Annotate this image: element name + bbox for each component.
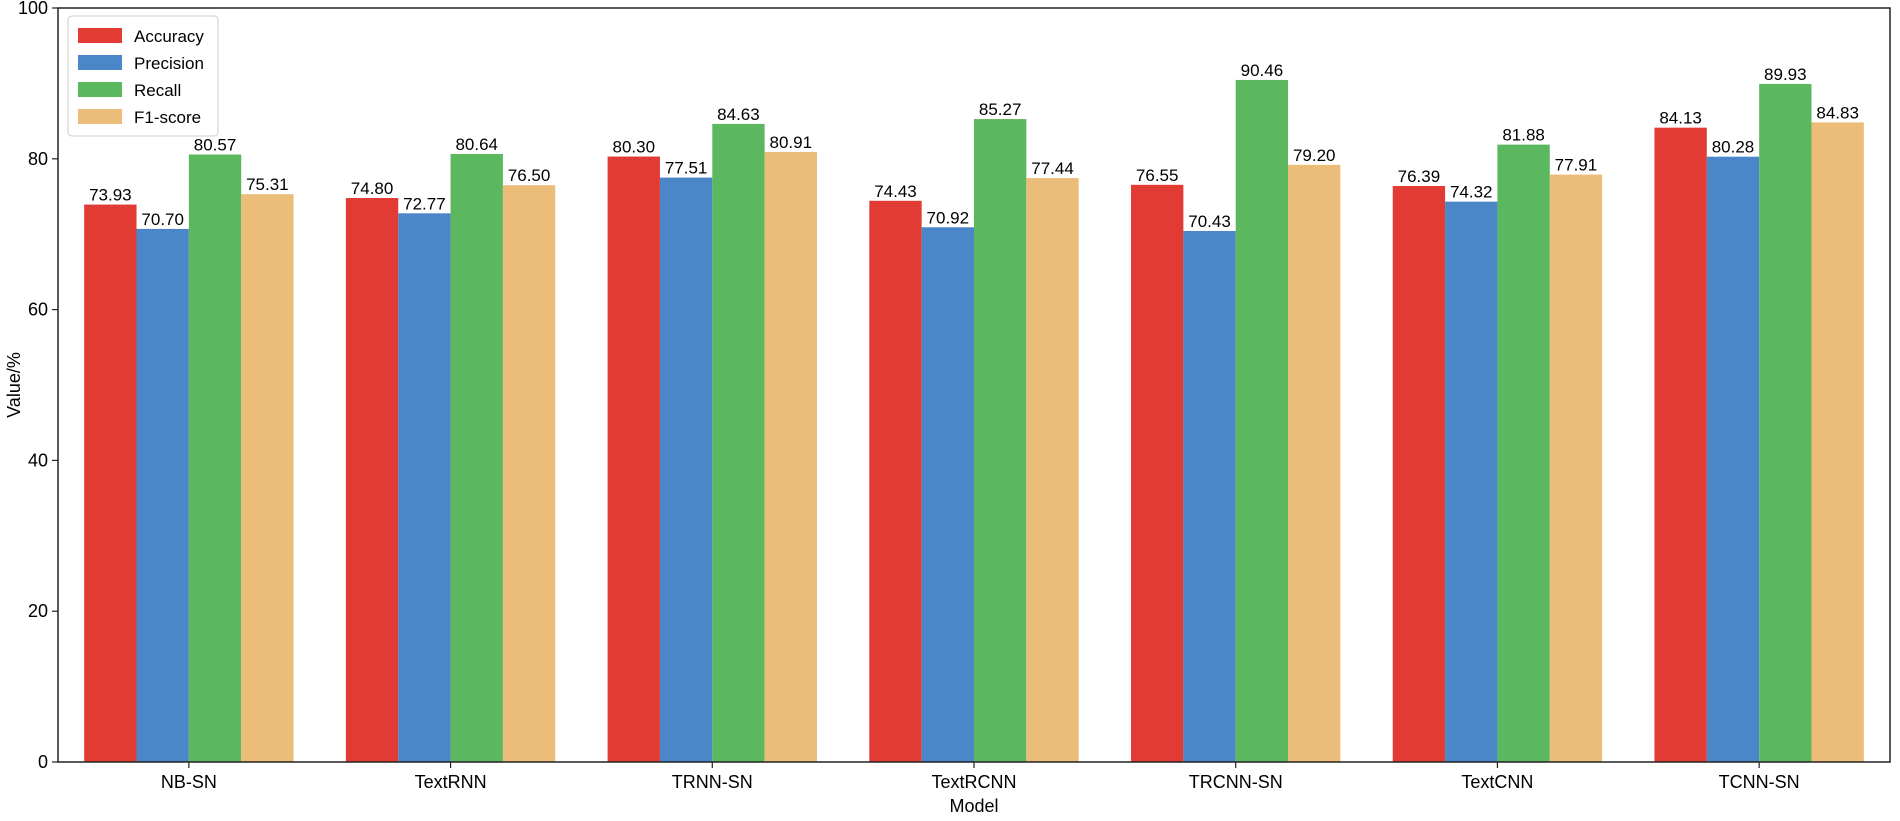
bar-precision: [921, 227, 974, 763]
bar-precision: [1445, 201, 1498, 762]
bar-precision: [659, 177, 713, 763]
y-tick-label: 40: [28, 450, 48, 470]
bar-precision: [1706, 156, 1760, 763]
data-label: 77.91: [1555, 156, 1598, 175]
x-tick-label: TRCNN-SN: [1189, 772, 1283, 792]
data-label: 85.27: [979, 100, 1022, 119]
bar-recall: [188, 154, 242, 762]
y-tick-label: 80: [28, 149, 48, 169]
bar-recall: [712, 123, 765, 763]
data-label: 84.83: [1816, 103, 1859, 122]
bar-precision: [136, 228, 189, 762]
bar-recall: [1759, 83, 1812, 763]
data-label: 74.80: [351, 179, 394, 198]
data-label: 73.93: [89, 186, 132, 205]
legend-swatch: [78, 55, 122, 70]
data-label: 75.31: [246, 175, 289, 194]
data-label: 84.13: [1659, 109, 1702, 128]
legend: Accuracy Precision Recall F1-score: [67, 15, 219, 137]
bar-recall: [1235, 79, 1289, 763]
legend-box: [67, 15, 219, 137]
bar-f1-score: [241, 194, 294, 762]
bar-recall: [1497, 144, 1550, 762]
data-label: 70.92: [927, 208, 970, 227]
data-label: 80.28: [1712, 138, 1755, 157]
legend-label: F1-score: [134, 108, 201, 127]
bar-f1-score: [764, 151, 817, 762]
x-tick-label: TRNN-SN: [672, 772, 753, 792]
bar-precision: [398, 213, 451, 762]
data-label: 80.30: [612, 138, 655, 157]
y-axis: 0 20 40 60 80 100: [18, 0, 58, 772]
bar-f1-score: [1811, 122, 1864, 763]
x-axis-title: Model: [949, 796, 998, 816]
bar-accuracy: [1131, 184, 1184, 763]
x-tick-label: TCNN-SN: [1719, 772, 1800, 792]
x-tick-label: TextCNN: [1461, 772, 1533, 792]
y-tick-label: 100: [18, 0, 48, 18]
data-label: 72.77: [403, 194, 446, 213]
bars-group: [84, 79, 1864, 763]
x-tick-label: NB-SN: [161, 772, 217, 792]
data-label: 77.44: [1031, 159, 1074, 178]
data-label: 81.88: [1502, 126, 1545, 145]
bar-accuracy: [1392, 186, 1446, 762]
legend-swatch: [78, 109, 122, 124]
data-label: 80.91: [770, 133, 813, 152]
data-label: 70.43: [1188, 212, 1231, 231]
data-label: 74.32: [1450, 183, 1493, 202]
legend-label: Precision: [134, 54, 204, 73]
bar-f1-score: [1026, 178, 1079, 762]
y-tick-label: 0: [38, 752, 48, 772]
bar-recall: [450, 153, 503, 763]
x-tick-label: TextRNN: [415, 772, 487, 792]
data-label: 76.55: [1136, 166, 1179, 185]
data-labels-group: 73.93 70.70 80.57 75.31 74.80 72.77 80.64 76.50…: [89, 61, 1859, 231]
data-label: 89.93: [1764, 65, 1807, 84]
data-label: 90.46: [1241, 61, 1284, 80]
data-label: 80.64: [455, 135, 498, 154]
bar-accuracy: [84, 204, 137, 762]
bar-accuracy: [1654, 127, 1707, 763]
y-axis-title: Value/%: [4, 352, 24, 418]
legend-label: Accuracy: [134, 27, 204, 46]
legend-label: Recall: [134, 81, 181, 100]
legend-swatch: [78, 82, 122, 97]
bar-accuracy: [345, 198, 399, 762]
x-tick-label: TextRCNN: [931, 772, 1016, 792]
y-tick-label: 20: [28, 601, 48, 621]
bar-accuracy: [607, 156, 660, 763]
data-label: 74.43: [874, 182, 917, 201]
bar-f1-score: [1288, 164, 1341, 762]
data-label: 77.51: [665, 159, 708, 178]
data-label: 84.63: [717, 105, 760, 124]
bar-accuracy: [869, 200, 922, 763]
data-label: 79.20: [1293, 146, 1336, 165]
legend-swatch: [78, 28, 122, 43]
data-label: 76.50: [508, 166, 551, 185]
data-label: 80.57: [194, 136, 237, 155]
bar-f1-score: [1549, 174, 1603, 762]
bar-recall: [974, 119, 1027, 762]
data-label: 70.70: [141, 210, 184, 229]
bar-precision: [1183, 230, 1236, 763]
x-axis: NB-SN TextRNN TRNN-SN TextRCNN TRCNN-SN TextC…: [161, 762, 1800, 792]
y-tick-label: 60: [28, 300, 48, 320]
data-label: 76.39: [1398, 167, 1441, 186]
bar-f1-score: [502, 185, 556, 762]
